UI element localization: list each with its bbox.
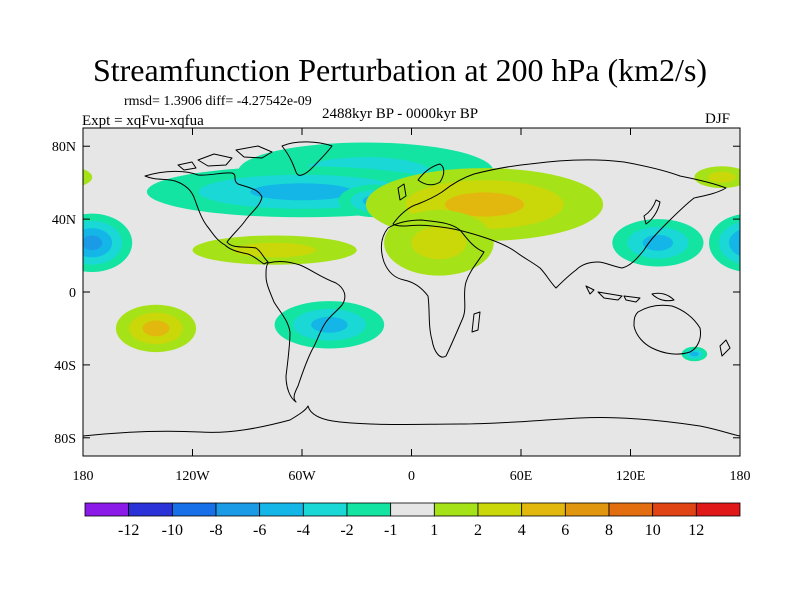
lon-tick-label: 60E [510,469,533,484]
colorbar-label: -4 [297,522,310,539]
feature-africa-ridge [384,210,494,276]
longitude-axis: 180 120W 60W 0 60E 120E 180 [73,128,751,484]
colorbar-label: 1 [430,522,438,539]
lat-tick-label: 40N [52,213,76,228]
lat-tick-label: 80N [52,140,76,155]
colorbar-swatch [521,502,566,517]
coast-antarctica [83,405,740,437]
colorbar-swatch [302,502,348,517]
coast-arctic-islands [177,145,273,171]
feature-west-pacific-low [612,219,704,267]
colorbar-label: 4 [518,522,526,539]
colorbar-swatch [128,502,173,517]
lon-tick-label: 0 [408,469,415,484]
colorbar-label: -12 [118,522,139,539]
coast-new-guinea [651,292,675,302]
colorbar-label: -1 [384,522,397,539]
period-label: 2488kyr BP - 0000kyr BP [322,106,479,122]
lon-tick-label: 120E [616,469,646,484]
contour-north-pacific-low-level--6 [83,235,103,251]
coast-japan [643,199,661,225]
coast-uk [397,183,407,201]
lon-tick-label: 60W [288,469,316,484]
coast-indonesia [585,285,641,303]
colorbar: -12 -10 -8 -6 -4 -2 -1 1 2 4 6 8 10 12 [84,502,741,539]
contour-subtropical-atlantic-level-2 [233,242,316,258]
contour-south-america-low-level--4 [311,316,348,333]
contour-east-pacific-high-level-1 [83,169,93,186]
colorbar-swatch [695,502,741,517]
feature-north-pacific-low [83,213,740,272]
coast-africa [380,219,485,358]
colorbar-swatch [171,502,217,517]
colorbar-label: -6 [253,522,266,539]
colorbar-swatch [477,502,523,517]
experiment-label: Expt = xqFvu-xqfua [82,113,204,129]
colorbar-swatch [433,502,479,517]
lon-tick-label: 180 [73,469,94,484]
latitude-axis: 80N 40N 0 40S 80S [52,140,740,447]
colorbar-label: 12 [688,522,704,539]
coast-north-america [144,170,269,265]
colorbar-label: 8 [605,522,613,539]
field-layer [51,142,740,362]
coast-new-zealand [719,339,731,357]
contour-north-pacific-low-level--4 [729,229,740,256]
contour-north-pacific-low-level--6 [739,239,740,246]
colorbar-label: 6 [561,522,569,539]
chart-title: Streamfunction Perturbation at 200 hPa (… [92,52,708,88]
coast-scandinavia [417,163,445,186]
contour-south-pacific-high-level-4 [142,320,170,337]
colorbar-swatch [259,502,304,517]
feature-east-pacific-high [51,166,740,189]
lat-tick-label: 80S [54,432,76,447]
colorbar-swatch [652,502,697,517]
colorbar-label: 10 [645,522,661,539]
colorbar-label: -2 [340,522,353,539]
lat-tick-label: 40S [54,359,76,374]
coast-australia [633,304,701,355]
lat-tick-label: 0 [69,286,76,301]
contour-north-atlantic-low-level--4 [250,183,354,201]
colorbar-label: -8 [209,522,222,539]
colorbar-swatch [346,502,392,517]
season-label: DJF [705,111,731,127]
colorbar-swatch [390,502,435,517]
stats-line: rmsd= 1.3906 diff= -4.27542e-09 [124,94,312,109]
feature-south-pacific-high [115,304,197,353]
contour-africa-ridge-level-2 [411,226,467,260]
colorbar-swatch [608,502,654,517]
colorbar-label: -10 [162,522,183,539]
colorbar-swatch [564,502,610,517]
contour-eurasian-high-level-4 [445,192,524,217]
contour-north-pacific-low-level--2 [719,221,740,264]
lon-tick-label: 180 [730,469,751,484]
contour-west-pacific-low-level--4 [642,234,674,251]
contour-east-pacific-high-level-2 [51,172,78,183]
colorbar-label: 2 [474,522,482,539]
coast-greenland [281,141,333,176]
feature-subtropical-atlantic [192,235,357,265]
coast-europe-asia [392,159,727,289]
coast-south-america [265,261,346,403]
contour-tasman-low-level--4 [690,351,699,357]
lon-tick-label: 120W [175,469,210,484]
contour-east-pacific-high-level-2 [708,171,736,183]
feature-south-america-low [274,301,385,349]
colorbar-swatch [84,502,130,517]
coast-madagascar [471,311,481,333]
coastline-layer [83,141,740,437]
colorbar-swatch [215,502,261,517]
